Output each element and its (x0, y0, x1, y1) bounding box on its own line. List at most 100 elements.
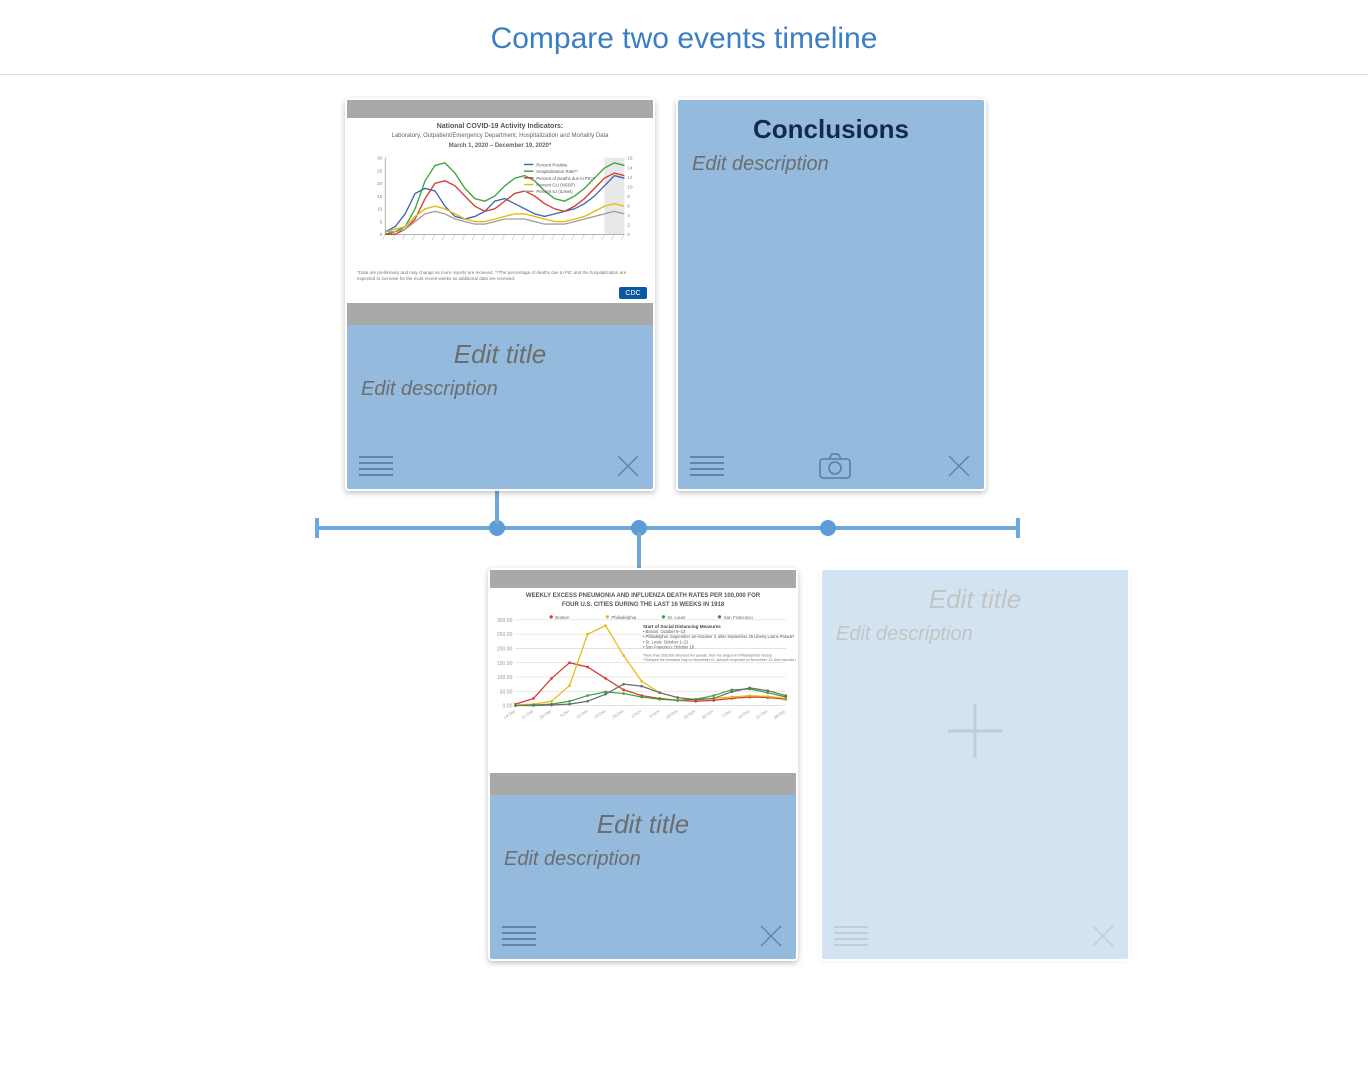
svg-text:**Delayed the Armistice Day on: **Delayed the Armistice Day on November … (643, 658, 796, 662)
grip-icon[interactable] (834, 926, 868, 946)
image-top-bar (347, 100, 653, 118)
card-desc-input[interactable]: Edit description (504, 848, 784, 871)
card-footer (678, 449, 984, 489)
svg-text:2: 2 (627, 223, 630, 229)
svg-text:5-Oct: 5-Oct (559, 708, 571, 718)
chart-svg: 0.0050.00100.00150.00200.00250.00300.001… (490, 612, 796, 742)
card-body[interactable]: Edit title Edit description (490, 795, 796, 919)
close-icon[interactable] (758, 923, 784, 949)
svg-text:8: 8 (627, 194, 630, 200)
card-body[interactable]: Edit title Edit description (822, 570, 1128, 919)
svg-text:9-Nov: 9-Nov (648, 708, 661, 719)
card-title-input[interactable]: Edit title (359, 339, 641, 370)
svg-text:0: 0 (627, 233, 630, 239)
title-bar (347, 303, 653, 325)
svg-text:30: 30 (377, 156, 383, 162)
card-add-new[interactable]: Edit title Edit description (820, 568, 1130, 961)
card-title-input[interactable]: Edit title (834, 584, 1116, 615)
card-bottom-left[interactable]: WEEKLY EXCESS PNEUMONIA AND INFLUENZA DE… (488, 568, 798, 961)
svg-text:Boston: Boston (555, 615, 570, 620)
svg-text:*More than 200,000 attended th: *More than 200,000 attended the parade, … (643, 654, 773, 658)
svg-text:21-Dec: 21-Dec (755, 709, 769, 721)
svg-text:14-Dec: 14-Dec (737, 709, 751, 721)
svg-text:300.00: 300.00 (497, 618, 513, 624)
svg-text:Percent ILI (ILINet): Percent ILI (ILINet) (536, 190, 573, 195)
card-desc-input[interactable]: Edit description (361, 378, 641, 401)
svg-text:250.00: 250.00 (497, 632, 513, 638)
svg-text:16: 16 (627, 156, 633, 162)
timeline-end-left (315, 518, 319, 538)
cdc-badge: CDC (619, 287, 647, 299)
svg-text:Percent Positive: Percent Positive (536, 163, 568, 168)
card-body[interactable]: Conclusions Edit description (678, 100, 984, 449)
svg-text:26-Oct: 26-Oct (611, 708, 625, 720)
card-top-right[interactable]: Conclusions Edit description (676, 98, 986, 491)
svg-text:16-Nov: 16-Nov (665, 708, 679, 720)
svg-text:Hospitalization Rate**: Hospitalization Rate** (536, 169, 578, 174)
svg-text:St. Louis: St. Louis (667, 615, 686, 620)
svg-text:200.00: 200.00 (497, 647, 513, 653)
card-footer (490, 919, 796, 959)
grip-icon[interactable] (359, 456, 393, 476)
svg-text:10: 10 (627, 185, 633, 191)
image-top-bar (490, 570, 796, 588)
card-footer (347, 449, 653, 489)
svg-text:14: 14 (627, 166, 633, 172)
title-bar (490, 773, 796, 795)
svg-text:0: 0 (380, 233, 383, 239)
timeline-end-right (1016, 518, 1020, 538)
svg-text:• San Francisco: October 18: • San Francisco: October 18 (643, 645, 695, 650)
plus-icon[interactable] (940, 696, 1010, 766)
svg-text:12: 12 (627, 175, 633, 181)
timeline-canvas: National COVID-19 Activity Indicators: L… (0, 75, 1368, 1075)
card-footer (822, 919, 1128, 959)
card-image[interactable]: National COVID-19 Activity Indicators: L… (347, 100, 653, 303)
svg-text:50.00: 50.00 (500, 690, 513, 696)
chart-title: National COVID-19 Activity Indicators: (347, 118, 653, 133)
svg-text:23-Nov: 23-Nov (683, 708, 697, 720)
svg-text:20: 20 (377, 182, 383, 188)
svg-text:San Francisco: San Francisco (724, 615, 754, 620)
svg-text:100.00: 100.00 (497, 675, 513, 681)
grip-icon[interactable] (690, 456, 724, 476)
svg-text:19-Oct: 19-Oct (593, 708, 607, 720)
grip-icon[interactable] (502, 926, 536, 946)
chart-footnote: *Data are preliminary and may change as … (347, 268, 653, 283)
svg-text:5: 5 (380, 220, 383, 226)
chart-svg: 0510152025300246810121416Percent Positiv… (347, 153, 653, 263)
close-icon[interactable] (1090, 923, 1116, 949)
svg-text:14-Sep: 14-Sep (502, 708, 516, 720)
svg-text:Percent CLI (NSSP): Percent CLI (NSSP) (536, 183, 575, 188)
close-icon[interactable] (946, 453, 972, 479)
svg-text:6: 6 (627, 204, 630, 210)
svg-text:12-Oct: 12-Oct (575, 708, 589, 720)
svg-text:Philadelphia: Philadelphia (611, 615, 636, 620)
chart-subtitle: FOUR U.S. CITIES DURING THE LAST 16 WEEK… (490, 602, 796, 612)
camera-icon[interactable] (818, 452, 852, 480)
svg-text:2-Nov: 2-Nov (630, 708, 643, 719)
svg-text:Percent of Deaths due to PIC**: Percent of Deaths due to PIC** (536, 176, 596, 181)
timeline-bar (315, 526, 1020, 530)
svg-text:28-Dec: 28-Dec (773, 709, 787, 721)
svg-text:150.00: 150.00 (497, 661, 513, 667)
svg-text:25: 25 (377, 169, 383, 175)
close-icon[interactable] (615, 453, 641, 479)
svg-text:15: 15 (377, 194, 383, 200)
svg-text:21-Sep: 21-Sep (520, 708, 534, 720)
chart-1918-flu: WEEKLY EXCESS PNEUMONIA AND INFLUENZA DE… (490, 588, 796, 773)
chart-date-range: March 1, 2020 – December 19, 2020* (347, 143, 653, 153)
page-title: Compare two events timeline (0, 0, 1368, 74)
card-title-input[interactable]: Conclusions (690, 114, 972, 145)
svg-text:30-Nov: 30-Nov (701, 708, 715, 720)
card-top-left[interactable]: National COVID-19 Activity Indicators: L… (345, 98, 655, 491)
card-title-input[interactable]: Edit title (502, 809, 784, 840)
timeline-dot-3[interactable] (820, 520, 836, 536)
chart-covid-activity: National COVID-19 Activity Indicators: L… (347, 118, 653, 303)
chart-title: WEEKLY EXCESS PNEUMONIA AND INFLUENZA DE… (490, 588, 796, 602)
card-image[interactable]: WEEKLY EXCESS PNEUMONIA AND INFLUENZA DE… (490, 570, 796, 773)
card-body[interactable]: Edit title Edit description (347, 325, 653, 449)
card-desc-input[interactable]: Edit description (836, 623, 1116, 646)
card-desc-input[interactable]: Edit description (692, 153, 972, 176)
svg-text:10: 10 (377, 207, 383, 213)
chart-subtitle: Laboratory, Outpatient/Emergency Departm… (347, 133, 653, 143)
